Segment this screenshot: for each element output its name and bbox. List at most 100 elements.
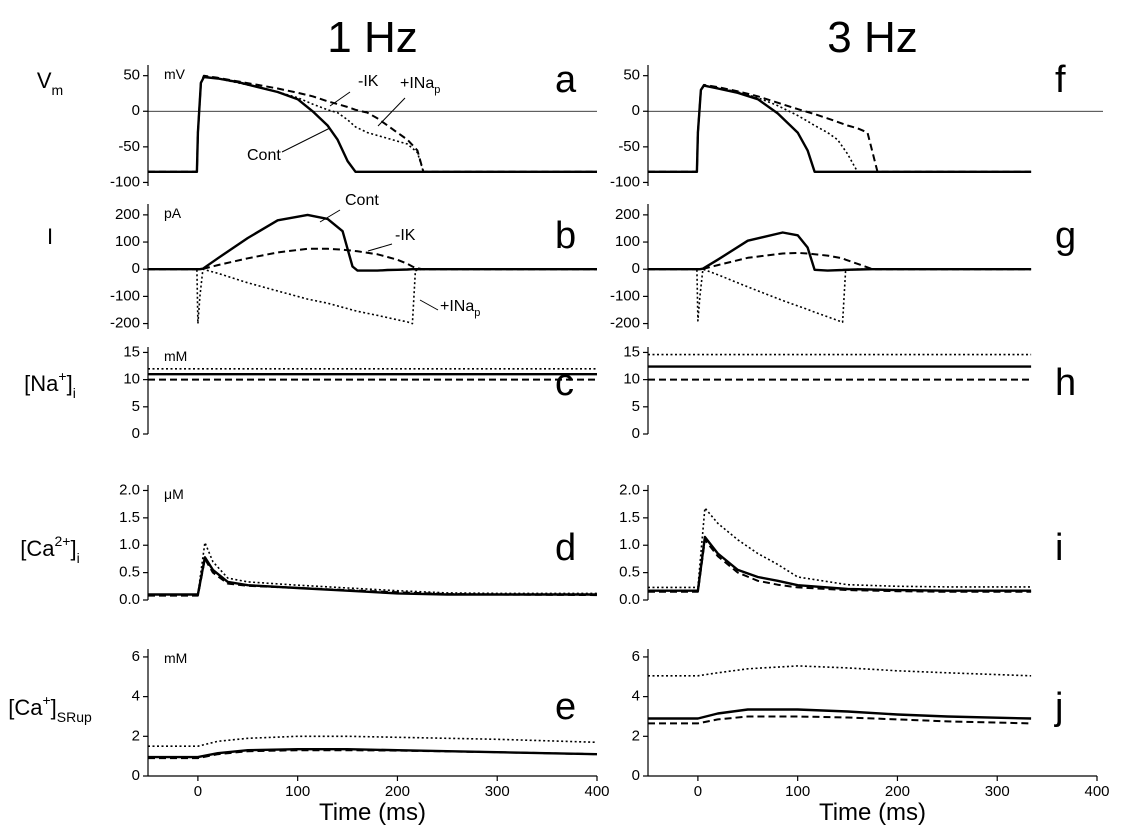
y-label-part: + xyxy=(58,368,66,384)
y-tick-label: 100 xyxy=(615,233,640,250)
x-tick-label: 100 xyxy=(285,783,310,800)
y-tick-label: 1.5 xyxy=(619,509,640,526)
series-line xyxy=(648,708,1032,720)
panel-letter: h xyxy=(1055,362,1076,404)
series-line xyxy=(148,74,597,173)
y-axis-label: I xyxy=(47,224,53,249)
y-label-part: i xyxy=(77,550,80,566)
series-annotation: +INap xyxy=(440,298,480,319)
series-line xyxy=(148,557,598,597)
y-label-part: ] xyxy=(67,371,73,396)
series-line xyxy=(648,715,1032,725)
y-label-part: V xyxy=(37,68,52,93)
y-tick-label: 0 xyxy=(632,102,640,119)
panel-letter: j xyxy=(1054,686,1063,728)
y-tick-label: 0 xyxy=(632,260,640,277)
x-tick-label: 300 xyxy=(485,783,510,800)
y-label-part: SRup xyxy=(57,709,92,725)
y-tick-label: -200 xyxy=(610,315,640,332)
series-line xyxy=(648,665,1032,677)
y-tick-label: -100 xyxy=(610,173,640,190)
x-tick-label: 400 xyxy=(584,783,609,800)
y-label-part: 2+ xyxy=(55,533,71,549)
annotation-arrow xyxy=(419,299,439,311)
y-tick-label: 0 xyxy=(632,767,640,784)
x-tick-label: 0 xyxy=(194,783,202,800)
y-axis-label: [Ca+]SRup xyxy=(8,692,92,725)
series-line xyxy=(648,535,1032,592)
panel-letter: a xyxy=(555,59,577,101)
y-tick-label: 0.0 xyxy=(619,591,640,608)
series-annotation: +INap xyxy=(400,75,440,96)
panel-letter: b xyxy=(555,215,576,257)
series-annotation: Cont xyxy=(247,147,281,164)
series-annotation: -IK xyxy=(358,73,379,90)
x-axis-label: Time (ms) xyxy=(319,799,426,826)
series-line xyxy=(148,556,597,596)
y-label-part: i xyxy=(73,385,76,401)
y-tick-label: 100 xyxy=(115,233,140,250)
annotation-arrow xyxy=(367,243,393,252)
y-tick-label: -50 xyxy=(118,138,140,155)
series-line xyxy=(648,83,1032,173)
series-line xyxy=(148,735,598,747)
annotation-arrow xyxy=(329,91,351,107)
y-label-part: ] xyxy=(51,695,57,720)
series-line xyxy=(648,231,1032,272)
series-line xyxy=(648,268,1032,323)
y-tick-label: 1.5 xyxy=(119,509,140,526)
series-annotation: Cont xyxy=(345,192,379,209)
series-annotation: -IK xyxy=(395,227,416,244)
y-tick-label: 2 xyxy=(132,727,140,744)
y-tick-label: -100 xyxy=(110,287,140,304)
y-tick-label: 15 xyxy=(123,343,140,360)
panel-letter: f xyxy=(1055,59,1066,101)
y-tick-label: 5 xyxy=(632,398,640,415)
series-line xyxy=(148,541,597,596)
x-axis-label: Time (ms) xyxy=(819,799,926,826)
y-tick-label: 0 xyxy=(132,260,140,277)
unit-label: mM xyxy=(164,650,187,666)
y-tick-label: -100 xyxy=(110,173,140,190)
x-tick-label: 0 xyxy=(694,783,702,800)
y-label-part: ] xyxy=(70,536,76,561)
annotation-arrow xyxy=(281,127,331,153)
series-line xyxy=(648,84,1032,173)
y-tick-label: 4 xyxy=(132,688,140,705)
series-line xyxy=(148,268,597,325)
y-axis-label: [Ca2+]i xyxy=(20,533,79,566)
y-tick-label: 200 xyxy=(615,206,640,223)
y-tick-label: 10 xyxy=(123,371,140,388)
y-tick-label: 5 xyxy=(132,398,140,415)
column-title: 3 Hz xyxy=(827,13,917,62)
column-title: 1 Hz xyxy=(327,13,417,62)
panel-letter: i xyxy=(1055,527,1063,569)
series-line xyxy=(648,84,1032,173)
y-tick-label: 2.0 xyxy=(619,481,640,498)
y-label-part: [Ca xyxy=(20,536,55,561)
panel-letter: g xyxy=(1055,215,1076,257)
panel-letter: d xyxy=(555,527,576,569)
y-tick-label: -100 xyxy=(610,287,640,304)
annotation-arrow xyxy=(377,97,406,127)
series-line xyxy=(648,507,1032,589)
y-tick-label: 6 xyxy=(632,648,640,665)
y-label-part: [Na xyxy=(24,371,59,396)
y-tick-label: 4 xyxy=(632,688,640,705)
x-tick-label: 100 xyxy=(785,783,810,800)
y-tick-label: 50 xyxy=(123,67,140,84)
y-label-part: [Ca xyxy=(8,695,43,720)
series-line xyxy=(148,75,597,173)
series-line xyxy=(648,538,1032,593)
y-tick-label: 15 xyxy=(623,343,640,360)
y-tick-label: 0 xyxy=(132,425,140,442)
y-tick-label: 50 xyxy=(623,67,640,84)
y-tick-label: -200 xyxy=(110,315,140,332)
x-tick-label: 200 xyxy=(385,783,410,800)
series-line xyxy=(148,749,598,760)
y-tick-label: 0.5 xyxy=(619,564,640,581)
y-tick-label: 0.0 xyxy=(119,591,140,608)
y-tick-label: 0 xyxy=(132,767,140,784)
y-axis-label: [Na+]i xyxy=(24,368,76,401)
